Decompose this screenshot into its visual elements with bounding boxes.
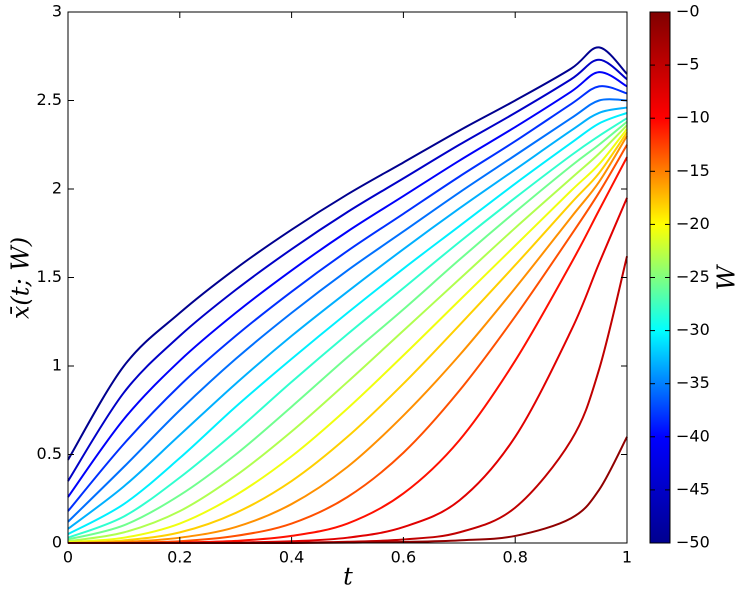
colorbar-tick-label: −5 [676, 55, 700, 74]
y-tick-label: 2.5 [37, 90, 62, 109]
curve [67, 436, 628, 545]
y-tick-label: 3 [52, 2, 62, 21]
curve [67, 111, 628, 536]
colorbar-label: W [713, 263, 741, 290]
colorbar-tick-label: −45 [676, 479, 710, 498]
curve [67, 120, 628, 541]
colorbar-tick-label: −0 [676, 2, 700, 21]
y-tick-label: 1 [52, 356, 62, 375]
x-tick-label: 0.8 [502, 548, 527, 567]
y-tick-label: 1.5 [37, 267, 62, 286]
curve [67, 85, 628, 512]
colorbar-tick-label: −20 [676, 214, 710, 233]
x-tick-label: 0.6 [391, 548, 416, 567]
colorbar-tick-label: −40 [676, 426, 710, 445]
y-axis-label: x̄(t; W) [7, 237, 35, 319]
curve [67, 197, 628, 545]
curve [67, 98, 628, 523]
x-axis-label: t [343, 563, 353, 591]
y-tick-label: 0.5 [37, 444, 62, 463]
curve [67, 128, 628, 544]
colorbar-tick-label: −10 [676, 108, 710, 127]
curve [67, 131, 628, 544]
x-tick-label: 1 [622, 548, 632, 567]
x-tick-label: 0.2 [167, 548, 192, 567]
colorbar-tick-label: −25 [676, 267, 710, 286]
curve [67, 46, 628, 461]
curve [67, 58, 628, 482]
x-tick-label: 0 [63, 548, 73, 567]
x-tick-label: 0.4 [279, 548, 304, 567]
colorbar-tick-label: −30 [676, 320, 710, 339]
colorbar-tick-label: −50 [676, 533, 710, 552]
y-tick-label: 0 [52, 533, 62, 552]
colorbar-tick-label: −35 [676, 373, 710, 392]
curve [67, 124, 628, 543]
curve [67, 256, 628, 545]
colorbar-tick-label: −15 [676, 161, 710, 180]
curve [67, 156, 628, 545]
curve [67, 106, 628, 530]
y-tick-label: 2 [52, 179, 62, 198]
curve [67, 117, 628, 539]
curve [67, 71, 628, 498]
